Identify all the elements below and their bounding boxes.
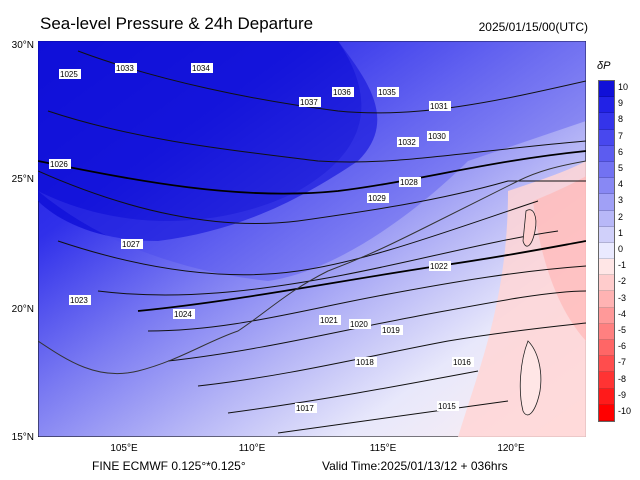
colorbar-label: -5 [618, 324, 627, 335]
colorbar-label: -4 [618, 308, 627, 319]
colorbar-label: 6 [618, 146, 624, 157]
colorbar [598, 80, 615, 422]
colorbar-swatch [599, 291, 614, 308]
taiwan-island [522, 209, 537, 247]
colorbar-swatch [599, 242, 614, 260]
isobar-label: 1033 [116, 64, 134, 73]
colorbar-swatch [599, 113, 614, 130]
colorbar-label: 1 [618, 227, 624, 238]
colorbar-swatch [599, 323, 614, 340]
colorbar-swatch [599, 81, 614, 98]
isobar-label: 1027 [122, 240, 140, 249]
colorbar-label: -1 [618, 260, 627, 271]
lat-tick-15: 15°N [11, 432, 34, 443]
isobar-label: 1016 [453, 358, 471, 367]
legend-title: δP [597, 60, 611, 72]
colorbar-label: -9 [618, 389, 627, 400]
isobar-label: 1037 [300, 98, 318, 107]
isobar-label: 1032 [398, 138, 416, 147]
isobar-label: 1019 [382, 326, 400, 335]
isobar-label: 1034 [192, 64, 210, 73]
lat-tick-25: 25°N [11, 174, 34, 185]
isobar-label: 1021 [320, 316, 338, 325]
colorbar-label: -8 [618, 373, 627, 384]
colorbar-label: 9 [618, 98, 624, 109]
colorbar-swatch [599, 388, 614, 405]
colorbar-label: -7 [618, 357, 627, 368]
isobar-label: 1015 [438, 402, 456, 411]
colorbar-swatch [599, 226, 614, 243]
isobar-label: 1018 [356, 358, 374, 367]
model-resolution: FINE ECMWF 0.125°*0.125° [92, 459, 246, 473]
isobar-label: 1025 [60, 70, 78, 79]
isobar-label: 1031 [430, 102, 448, 111]
isobar-label: 1030 [428, 132, 446, 141]
isobar-label: 1029 [368, 194, 386, 203]
colorbar-swatch [599, 145, 614, 162]
isobar-label: 1023 [70, 296, 88, 305]
colorbar-label: -3 [618, 292, 627, 303]
colorbar-swatch [599, 129, 614, 146]
pressure-map: 1025 1033 1034 1035 1036 1037 1031 1030 … [38, 41, 586, 437]
luzon-island [519, 340, 542, 416]
colorbar-swatch [599, 275, 614, 292]
isobar-label: 1036 [333, 88, 351, 97]
lon-tick-105: 105°E [110, 443, 138, 454]
isobar-label: 1035 [378, 88, 396, 97]
colorbar-swatch [599, 161, 614, 179]
colorbar-label: -10 [618, 405, 632, 416]
lat-tick-20: 20°N [11, 304, 34, 315]
isobar-label: 1024 [174, 310, 192, 319]
colorbar-label: 5 [618, 163, 624, 174]
colorbar-swatch [599, 259, 614, 276]
valid-time: Valid Time:2025/01/13/12 + 036hrs [322, 459, 508, 473]
colorbar-label: 8 [618, 114, 624, 125]
colorbar-swatch [599, 372, 614, 389]
colorbar-label: 2 [618, 211, 624, 222]
colorbar-swatch [599, 404, 614, 421]
isobar-label: 1028 [400, 178, 418, 187]
colorbar-label: 10 [618, 82, 629, 93]
colorbar-swatch [599, 356, 614, 373]
lon-tick-120: 120°E [497, 443, 525, 454]
isobar-label: 1020 [350, 320, 368, 329]
lon-tick-115: 115°E [369, 443, 397, 454]
map-datetime: 2025/01/15/00(UTC) [478, 20, 588, 34]
colorbar-swatch [599, 178, 614, 195]
colorbar-swatch [599, 97, 614, 114]
colorbar-swatch [599, 210, 614, 227]
isobar-label: 1026 [50, 160, 68, 169]
colorbar-label: -6 [618, 341, 627, 352]
colorbar-label: 4 [618, 179, 624, 190]
high-pressure-core [38, 41, 378, 241]
colorbar-swatch [599, 194, 614, 211]
colorbar-swatch [599, 307, 614, 324]
colorbar-label: 7 [618, 130, 624, 141]
colorbar-label: 0 [618, 244, 624, 254]
colorbar-label: 3 [618, 195, 624, 206]
lat-tick-30: 30°N [11, 40, 34, 51]
lon-tick-110: 110°E [238, 443, 266, 454]
isobar-label: 1017 [296, 404, 314, 413]
coastline [38, 160, 586, 375]
isobar-label: 1022 [430, 262, 448, 271]
colorbar-swatch [599, 340, 614, 357]
map-title: Sea-level Pressure & 24h Departure [40, 14, 314, 33]
colorbar-label: -2 [618, 276, 627, 287]
